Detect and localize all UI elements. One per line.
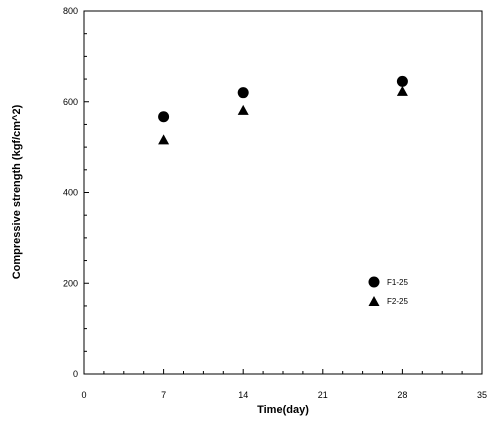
- legend-label-2: F2-25: [387, 297, 408, 306]
- y-axis-title: Compressive strength (kgf/cm^2): [11, 104, 23, 279]
- y-tick-label: 800: [63, 6, 78, 16]
- data-points: [158, 75, 408, 145]
- y-tick-label: 400: [63, 188, 78, 198]
- series-f1-25-point: [237, 87, 249, 99]
- x-axis-title: Time(day): [257, 404, 309, 416]
- y-tick-label: 200: [63, 278, 78, 288]
- y-tick-label: 600: [63, 97, 78, 107]
- series-f2-25-point: [396, 85, 408, 96]
- series-f2-25-point: [158, 134, 170, 145]
- y-axis: 0 200 400 600 800: [63, 6, 89, 379]
- series-f1-25-point: [158, 111, 170, 123]
- legend-label-1: F1-25: [387, 278, 408, 287]
- legend-marker-1: [368, 276, 380, 288]
- x-axis: 0 7 14 21 28 35: [81, 369, 487, 400]
- legend: F1-25 F2-25: [368, 276, 408, 306]
- x-tick-label: 28: [397, 390, 407, 400]
- x-tick-label: 35: [477, 390, 487, 400]
- legend-marker-2: [368, 296, 380, 306]
- x-tick-label: 21: [318, 390, 328, 400]
- y-tick-label: 0: [73, 369, 78, 379]
- x-tick-label: 14: [238, 390, 248, 400]
- x-tick-label: 7: [161, 390, 166, 400]
- series-f2-25-point: [237, 104, 249, 115]
- series-f1-25-point: [396, 75, 408, 87]
- plot-frame: [83, 10, 483, 375]
- x-tick-label: 0: [81, 390, 86, 400]
